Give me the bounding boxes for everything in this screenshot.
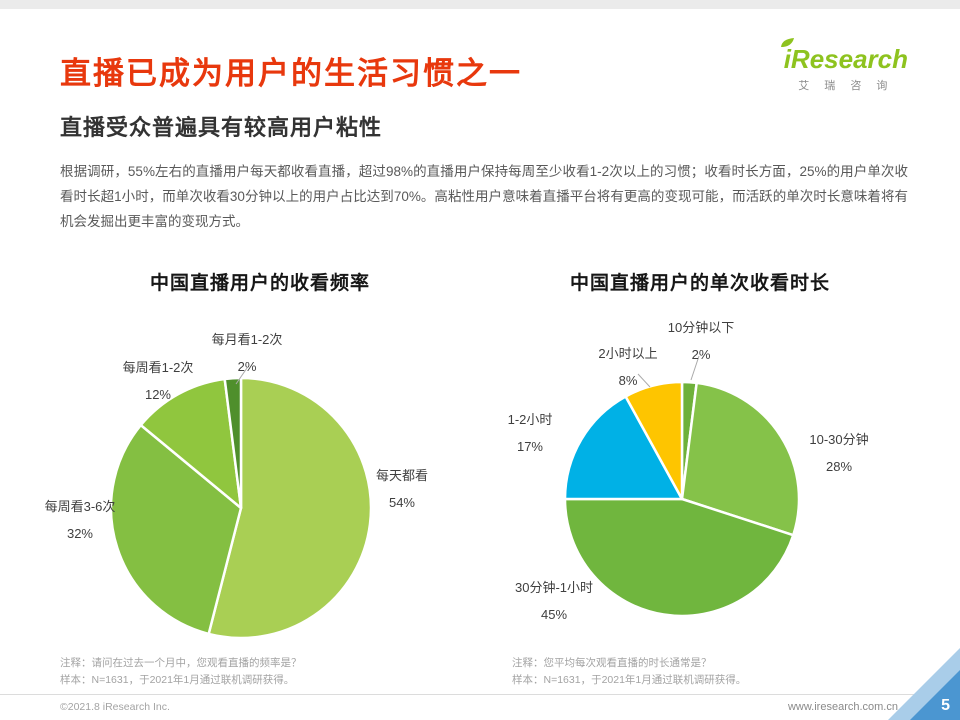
- logo-brand: iResearch: [780, 38, 908, 74]
- page-subtitle: 直播受众普遍具有较高用户粘性: [60, 115, 383, 140]
- logo-brand-cn: 艾 瑞 咨 询: [798, 80, 894, 92]
- pie-svg: [109, 367, 373, 640]
- pie-slice-3: [563, 395, 684, 501]
- note-right: 注释：您平均每次观看直播的时长通常是？ 样本：N=1631，于2021年1月通过…: [512, 655, 746, 689]
- website-link[interactable]: www.iresearch.com.cn: [787, 701, 898, 713]
- pie-slice-2: [563, 497, 795, 618]
- pie-label-2: 30分钟-1小时 45%: [514, 580, 594, 622]
- pie-chart-duration: 10分钟以下 2% 10-30分钟 28% 30分钟-1小时 45% 1-2小时 17% 2小时…: [470, 310, 930, 695]
- copyright: ©2021.8 iResearch Inc.: [60, 701, 170, 713]
- pie-label-0: 每天都看 54%: [375, 468, 429, 510]
- pie-slice-1: [109, 423, 243, 636]
- pie-svg: [563, 355, 801, 618]
- leaf-icon: [780, 38, 794, 47]
- pie-slice-0: [207, 376, 373, 640]
- page-number: 5: [941, 697, 950, 714]
- chart-title-duration: 中国直播用户的单次收看时长: [569, 273, 830, 294]
- pie-slice-4: [624, 380, 684, 501]
- pie-label-4: 2小时以上 8%: [598, 346, 658, 388]
- pie-label-0: 10分钟以下 2%: [667, 320, 735, 362]
- pie-label-2: 每周看1-2次 12%: [122, 360, 194, 402]
- pie-chart-frequency: 每天都看 54% 每周看3-6次 32% 每周看1-2次 12% 每月看1-2次 2%: [30, 310, 490, 695]
- chart-viewing-frequency: 中国直播用户的收看频率 每天都看 54% 每周看3-6次 32% 每周看1-2次 12% 每…: [30, 268, 490, 698]
- body-paragraph: 根据调研，55%左右的直播用户每天都收看直播，超过98%的直播用户保持每周至少收…: [60, 164, 908, 229]
- logo-brand-text: iResearch: [783, 44, 908, 74]
- chart-title-frequency: 中国直播用户的收看频率: [149, 273, 370, 294]
- chart-viewing-duration: 中国直播用户的单次收看时长 10分钟以下 2% 10-30分钟 28% 30分钟-1小时…: [470, 268, 930, 698]
- page-title: 直播已成为用户的生活习惯之一: [60, 56, 522, 91]
- note-left-sample: 样本：N=1631，于2021年1月通过联机调研获得。: [60, 673, 295, 686]
- pie-slice-2: [139, 377, 243, 510]
- note-right-question: 注释：您平均每次观看直播的时长通常是？: [512, 657, 712, 669]
- note-right-sample: 样本：N=1631，于2021年1月通过联机调研获得。: [512, 673, 747, 686]
- note-left: 注释：请问在过去一个月中，您观看直播的频率是？ 样本：N=1631，于2021年…: [60, 655, 302, 689]
- leader-line: [235, 367, 248, 385]
- pie-label-3: 每月看1-2次 2%: [211, 332, 283, 374]
- corner-decoration-dark: [910, 670, 960, 720]
- iresearch-logo: iResearch 艾 瑞 咨 询: [780, 38, 908, 93]
- footer-divider: [0, 694, 960, 695]
- top-strip: [0, 0, 960, 9]
- leader-line: [637, 373, 651, 388]
- pie-slice-3: [223, 376, 243, 510]
- pie-label-1: 10-30分钟 28%: [809, 432, 869, 474]
- note-left-question: 注释：请问在过去一个月中，您观看直播的频率是？: [60, 657, 302, 669]
- leader-line: [690, 355, 700, 381]
- pie-label-3: 1-2小时 17%: [507, 412, 553, 454]
- pie-label-1: 每周看3-6次 32%: [44, 499, 116, 541]
- pie-slice-1: [680, 381, 801, 537]
